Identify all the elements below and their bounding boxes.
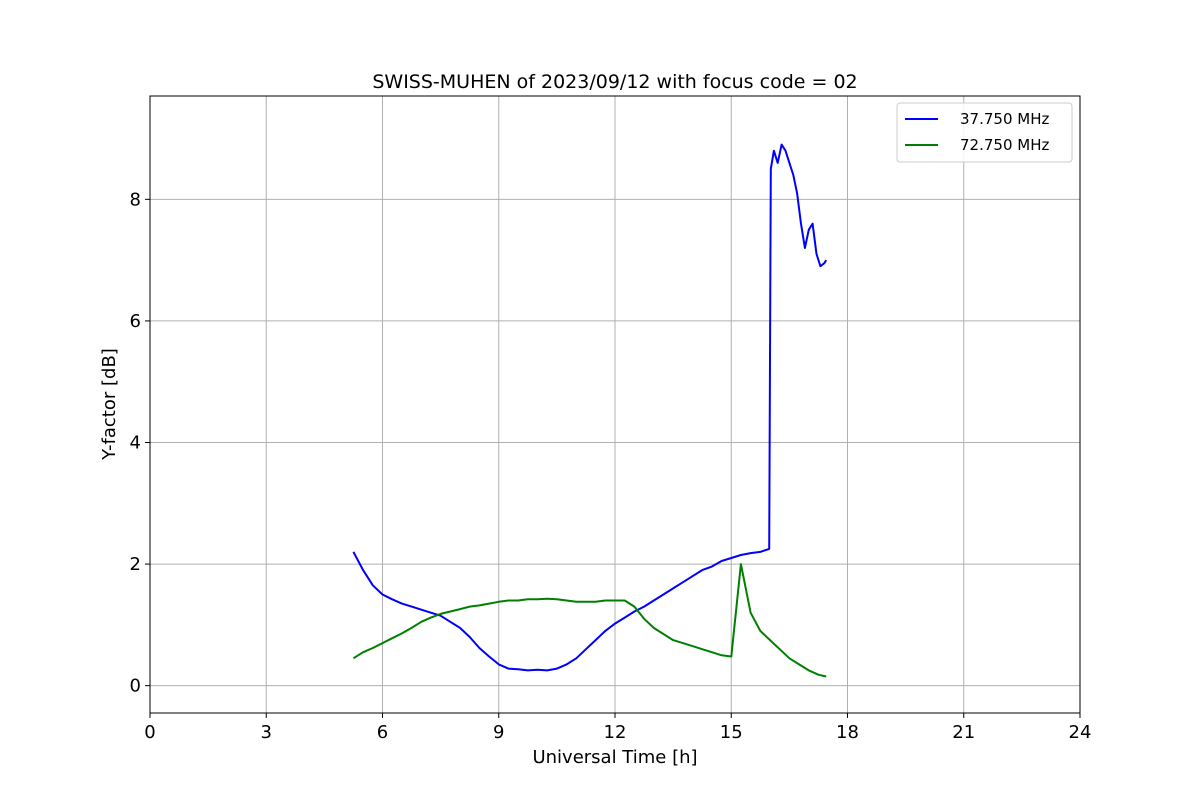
legend-label-37750: 37.750 MHz bbox=[960, 110, 1049, 128]
legend: 37.750 MHz 72.750 MHz bbox=[896, 102, 1073, 163]
series-line-72750 bbox=[352, 563, 827, 678]
x-tick-label: 24 bbox=[1069, 722, 1092, 743]
x-tick-label: 3 bbox=[261, 722, 272, 743]
x-tick-label: 9 bbox=[493, 722, 504, 743]
x-axis-label: Universal Time [h] bbox=[532, 747, 697, 768]
legend-box bbox=[896, 102, 1073, 163]
chart-title: SWISS-MUHEN of 2023/09/12 with focus cod… bbox=[372, 71, 857, 93]
series-line-37750 bbox=[352, 143, 828, 672]
y-tick-label: 2 bbox=[130, 554, 141, 575]
x-tick-label: 0 bbox=[144, 722, 155, 743]
y-tick-label: 4 bbox=[130, 432, 141, 453]
y-tick-label: 8 bbox=[130, 189, 141, 210]
y-tick-label: 6 bbox=[130, 311, 141, 332]
x-tick-label: 12 bbox=[604, 722, 627, 743]
x-tick-label: 15 bbox=[720, 722, 743, 743]
x-tick-label: 21 bbox=[952, 722, 975, 743]
x-tick-label: 6 bbox=[377, 722, 388, 743]
y-tick-label: 0 bbox=[130, 676, 141, 697]
legend-label-72750: 72.750 MHz bbox=[960, 136, 1049, 154]
series-layer bbox=[352, 143, 828, 678]
y-axis-label: Y-factor [dB] bbox=[99, 348, 120, 461]
x-tick-label: 18 bbox=[836, 722, 859, 743]
